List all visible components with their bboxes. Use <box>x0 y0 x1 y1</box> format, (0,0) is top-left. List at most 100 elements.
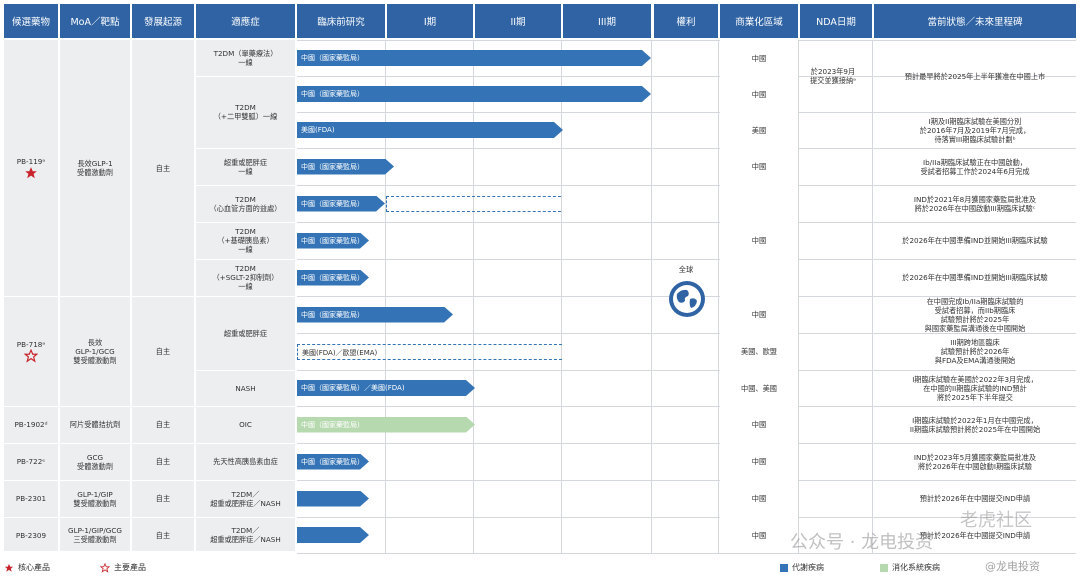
globe-icon <box>668 280 706 318</box>
region-cell: 中國 <box>720 517 798 553</box>
watermark-text-c: @龙电投资 <box>985 558 1040 574</box>
phase-bar-label: 美國(FDA)／歐盟(EMA) <box>302 348 378 357</box>
origin-cell: 自主 <box>132 406 194 443</box>
drug-name-cell: PB-2301 <box>4 480 58 517</box>
phase-bar: 中國（國家藥監局） <box>297 417 475 433</box>
region-cell: 美國 <box>720 112 798 148</box>
row-divider <box>297 553 1076 554</box>
header-phase3: III期 <box>563 4 651 38</box>
metabolic-swatch <box>780 563 788 572</box>
origin-cell: 自主 <box>132 40 194 296</box>
phase-bar: 中國（國家藥監局）／美國(FDA) <box>297 380 475 396</box>
row-divider <box>297 112 1076 113</box>
drug-column-bg <box>4 40 58 551</box>
origin-cell: 自主 <box>132 517 194 553</box>
moa-cell-text: 阿片受體拮抗劑 <box>69 420 121 429</box>
row-divider <box>297 333 1076 334</box>
row-divider <box>297 443 1076 444</box>
region-cell: 中國 <box>720 40 798 76</box>
moa-cell-text: GLP-1/GIP 雙受體激動劑 <box>73 489 117 508</box>
region-cell: 中國 <box>720 148 798 185</box>
header-origin: 發展起源 <box>132 4 194 38</box>
drug-name-cell-text: PB-1902ᵈ <box>14 420 48 429</box>
phase-bar: 中國（國家藥監局） <box>297 50 651 66</box>
row-divider <box>297 148 1076 149</box>
header-phase1: I期 <box>387 4 473 38</box>
milestone-cell: I期及II期臨床試驗在美國分別 於2016年7月及2019年7月完成， 待落實I… <box>919 116 1031 144</box>
header-rights: 權利 <box>654 4 718 38</box>
indication-cell: T2DM （心血管方面的益處） <box>209 194 282 213</box>
indication-cell: T2DM／ 超重或肥胖症／NASH <box>210 489 281 508</box>
region-cell: 中國 <box>720 406 798 443</box>
origin-cell-text: 自主 <box>155 420 171 429</box>
row-divider <box>297 406 1076 407</box>
legend-metabolic: 代謝疾病 <box>780 562 824 573</box>
watermark-text-b: 老虎社区 <box>960 506 1032 532</box>
origin-cell-text: 自主 <box>155 163 171 173</box>
milestone-cell: 預計於2026年在中國提交IND申請 <box>919 494 1031 503</box>
milestone-cell: 於2026年在中國準備IND並開始III期臨床試驗 <box>902 273 1048 282</box>
moa-cell-text: 長效GLP-1 受體激動劑 <box>77 159 113 177</box>
filled-star-icon <box>25 166 37 178</box>
indication-cell: OIC <box>239 420 252 429</box>
moa-cell-text: 長效 GLP-1/GCG 雙受體激動劑 <box>73 337 117 365</box>
indication-divider <box>196 148 295 149</box>
header-region: 商業化區域 <box>720 4 798 38</box>
indication-cell: 超重或肥胖症 一線 <box>223 157 268 176</box>
origin-column-bg <box>132 40 194 551</box>
phase-bar: 中國（國家藥監局） <box>297 454 369 470</box>
drug-name-cell-text: PB-2309 <box>15 530 47 540</box>
indication-divider <box>196 517 295 518</box>
group-divider <box>60 553 130 554</box>
rights-cell: 全球 <box>654 258 718 280</box>
indication-divider <box>196 296 295 297</box>
milestone-cell: 在中國完成Ib/IIa期臨床試驗的 受試者招募，而IIb期臨床 試驗預計將於20… <box>924 296 1026 333</box>
row-divider <box>297 185 1076 186</box>
phase-bar: 中國（國家藥監局） <box>297 159 394 175</box>
indication-cell: T2DM （+SGLT-2抑制劑） 一線 <box>212 264 279 291</box>
phase-bar <box>297 491 369 507</box>
phase-divider <box>561 40 562 553</box>
milestone-cell: 預計最早將於2025年上半年獲准在中國上市 <box>904 71 1046 81</box>
nda-date-cell: 於2023年9月 提交並獲接納ᵃ <box>796 58 870 94</box>
milestone-cell: IND於2023年5月獲國家藥監局批准及 將於2026年在中國啟動I期臨床試驗 <box>913 452 1037 471</box>
group-divider <box>4 480 58 481</box>
group-divider <box>60 443 130 444</box>
milestone-cell: III期跨地區臨床 試驗預計將於2026年 與FDA及EMA溝通後開始 <box>934 338 1016 365</box>
group-divider <box>4 553 58 554</box>
region-cell: 中國 <box>720 443 798 480</box>
header-drug: 候選藥物 <box>4 4 58 38</box>
milestone-cell: IND於2021年8月獲國家藥監局批准及 將於2026年在中國啟動III期臨床試… <box>913 194 1037 213</box>
row-divider <box>297 480 1076 481</box>
indication-cell: T2DM／ 超重或肥胖症／NASH <box>210 526 281 544</box>
drug-name-cell: PB-2309 <box>4 517 58 553</box>
group-divider <box>60 296 130 297</box>
header-moa: MoA／靶點 <box>60 4 130 38</box>
legend-core: 核心產品 <box>4 562 50 573</box>
drug-name-cell-text: PB-718ᵃ <box>16 339 46 349</box>
column-divider <box>872 40 873 553</box>
row-divider <box>297 517 1076 518</box>
indication-cell: NASH <box>235 383 256 393</box>
indication-column-bg <box>196 40 295 551</box>
indication-divider <box>196 406 295 407</box>
nda-date-text: 於2023年9月 提交並獲接納ᵃ <box>810 67 856 85</box>
indication-cell: T2DM（單藥療法） 一線 <box>213 49 278 67</box>
milestone-cell: 預計於2026年在中國提交IND申請 <box>919 530 1031 540</box>
moa-cell-text: GLP-1/GIP/GCG 三受體激動劑 <box>68 526 122 544</box>
header-nda: NDA日期 <box>800 4 872 38</box>
indication-divider <box>196 480 295 481</box>
phase-bar: 美國(FDA) <box>297 122 563 138</box>
phase-bar: 中國（國家藥監局） <box>297 270 369 286</box>
phase-divider <box>651 40 652 553</box>
phase-bar: 中國（國家藥監局） <box>297 233 369 249</box>
column-divider <box>798 40 799 553</box>
indication-divider <box>196 259 295 260</box>
group-divider <box>4 517 58 518</box>
origin-cell: 自主 <box>132 480 194 517</box>
header-phase2: II期 <box>475 4 561 38</box>
origin-cell-text: 自主 <box>155 530 171 540</box>
phase-bar: 中國（國家藥監局） <box>297 196 385 212</box>
digestive-swatch <box>880 563 888 572</box>
milestone-cell: I期臨床試驗在美國於2022年3月完成， 在中國的II期臨床試驗的IND預計 將… <box>912 374 1038 402</box>
